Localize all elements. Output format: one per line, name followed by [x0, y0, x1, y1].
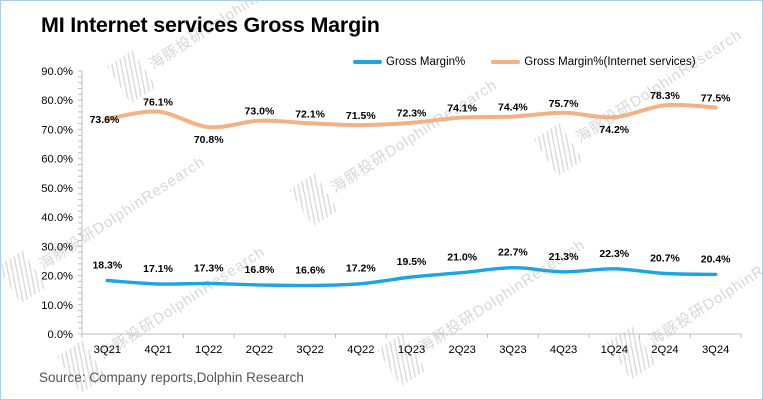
svg-text:72.1%: 72.1%: [295, 108, 325, 120]
watermark-hatch-icon: [107, 50, 157, 104]
legend-line-swatch-internet-services: [491, 60, 521, 64]
svg-text:75.7%: 75.7%: [549, 98, 579, 110]
svg-text:71.5%: 71.5%: [346, 110, 376, 122]
svg-text:72.3%: 72.3%: [397, 108, 427, 120]
svg-text:80.0%: 80.0%: [41, 95, 73, 107]
svg-text:73.0%: 73.0%: [245, 106, 275, 118]
chart-title: MI Internet services Gross Margin: [41, 13, 380, 37]
svg-text:22.7%: 22.7%: [498, 247, 528, 259]
svg-text:1Q22: 1Q22: [195, 344, 222, 356]
svg-text:30.0%: 30.0%: [41, 241, 73, 253]
svg-text:20.0%: 20.0%: [41, 271, 73, 283]
svg-text:19.5%: 19.5%: [397, 256, 427, 268]
watermark: 海豚投研DolphinResearch: [607, 217, 763, 380]
svg-text:4Q23: 4Q23: [550, 344, 577, 356]
svg-text:20.4%: 20.4%: [701, 253, 731, 265]
svg-text:74.4%: 74.4%: [498, 102, 528, 114]
svg-text:78.3%: 78.3%: [650, 90, 680, 102]
watermark: 海豚投研DolphinResearch: [534, 14, 752, 177]
svg-text:21.0%: 21.0%: [447, 252, 477, 264]
watermark-text: 海豚投研DolphinResearch: [415, 235, 588, 356]
svg-text:73.6%: 73.6%: [90, 114, 120, 126]
watermark-hatch-icon: [57, 340, 107, 394]
watermark-text: 海豚投研DolphinResearch: [327, 75, 500, 196]
svg-text:20.7%: 20.7%: [650, 253, 680, 265]
svg-text:2Q24: 2Q24: [651, 344, 678, 356]
svg-text:0.0%: 0.0%: [48, 329, 74, 341]
watermark-hatch-icon: [607, 326, 657, 380]
svg-text:1Q24: 1Q24: [601, 344, 628, 356]
svg-text:18.3%: 18.3%: [92, 260, 122, 272]
svg-text:3Q21: 3Q21: [94, 344, 121, 356]
svg-text:2Q22: 2Q22: [246, 344, 273, 356]
svg-text:70.8%: 70.8%: [194, 134, 224, 146]
watermark: 海豚投研DolphinResearch: [289, 64, 507, 227]
svg-text:77.5%: 77.5%: [701, 93, 731, 105]
svg-text:17.3%: 17.3%: [194, 262, 224, 274]
legend-item-gross-margin: Gross Margin%: [353, 56, 465, 68]
svg-text:76.1%: 76.1%: [143, 97, 173, 109]
svg-text:10.0%: 10.0%: [41, 300, 73, 312]
svg-text:3Q22: 3Q22: [296, 344, 323, 356]
svg-text:90.0%: 90.0%: [41, 66, 73, 78]
watermark-hatch-icon: [534, 123, 584, 177]
watermark: 海豚投研DolphinResearch: [1, 141, 215, 304]
svg-text:16.6%: 16.6%: [295, 264, 325, 276]
svg-text:21.3%: 21.3%: [549, 251, 579, 263]
legend: Gross Margin% Gross Margin%(Internet ser…: [353, 56, 696, 68]
svg-text:22.3%: 22.3%: [599, 248, 629, 260]
legend-label-gross-margin: Gross Margin%: [386, 56, 466, 68]
watermark-text: 海豚投研DolphinResearch: [572, 25, 745, 146]
legend-label-internet-services: Gross Margin%(Internet services): [524, 56, 696, 68]
svg-text:74.2%: 74.2%: [599, 124, 629, 136]
watermark: 海豚投研DolphinResearch: [377, 224, 595, 387]
legend-line-swatch-gross-margin: [353, 60, 382, 64]
watermark-hatch-icon: [377, 333, 427, 387]
svg-text:16.8%: 16.8%: [245, 264, 275, 276]
svg-text:74.1%: 74.1%: [447, 102, 477, 114]
svg-text:3Q24: 3Q24: [702, 344, 729, 356]
svg-text:17.1%: 17.1%: [143, 263, 173, 275]
watermark-hatch-icon: [1, 250, 47, 304]
source-note: Source: Company reports,Dolphin Research: [39, 370, 304, 385]
svg-text:60.0%: 60.0%: [41, 154, 73, 166]
svg-text:4Q22: 4Q22: [347, 344, 374, 356]
svg-text:70.0%: 70.0%: [41, 124, 73, 136]
svg-text:1Q23: 1Q23: [398, 344, 425, 356]
watermark-text: 海豚投研DolphinResearch: [645, 228, 763, 349]
watermark-text: 海豚投研DolphinResearch: [35, 152, 208, 273]
legend-item-internet-services: Gross Margin%(Internet services): [491, 56, 696, 68]
svg-text:2Q23: 2Q23: [449, 344, 476, 356]
watermark-hatch-icon: [289, 173, 339, 227]
watermark-text: 海豚投研DolphinResearch: [95, 242, 268, 363]
svg-text:17.2%: 17.2%: [346, 263, 376, 275]
svg-text:50.0%: 50.0%: [41, 183, 73, 195]
svg-text:3Q23: 3Q23: [499, 344, 526, 356]
svg-text:4Q21: 4Q21: [144, 344, 171, 356]
svg-text:40.0%: 40.0%: [41, 212, 73, 224]
